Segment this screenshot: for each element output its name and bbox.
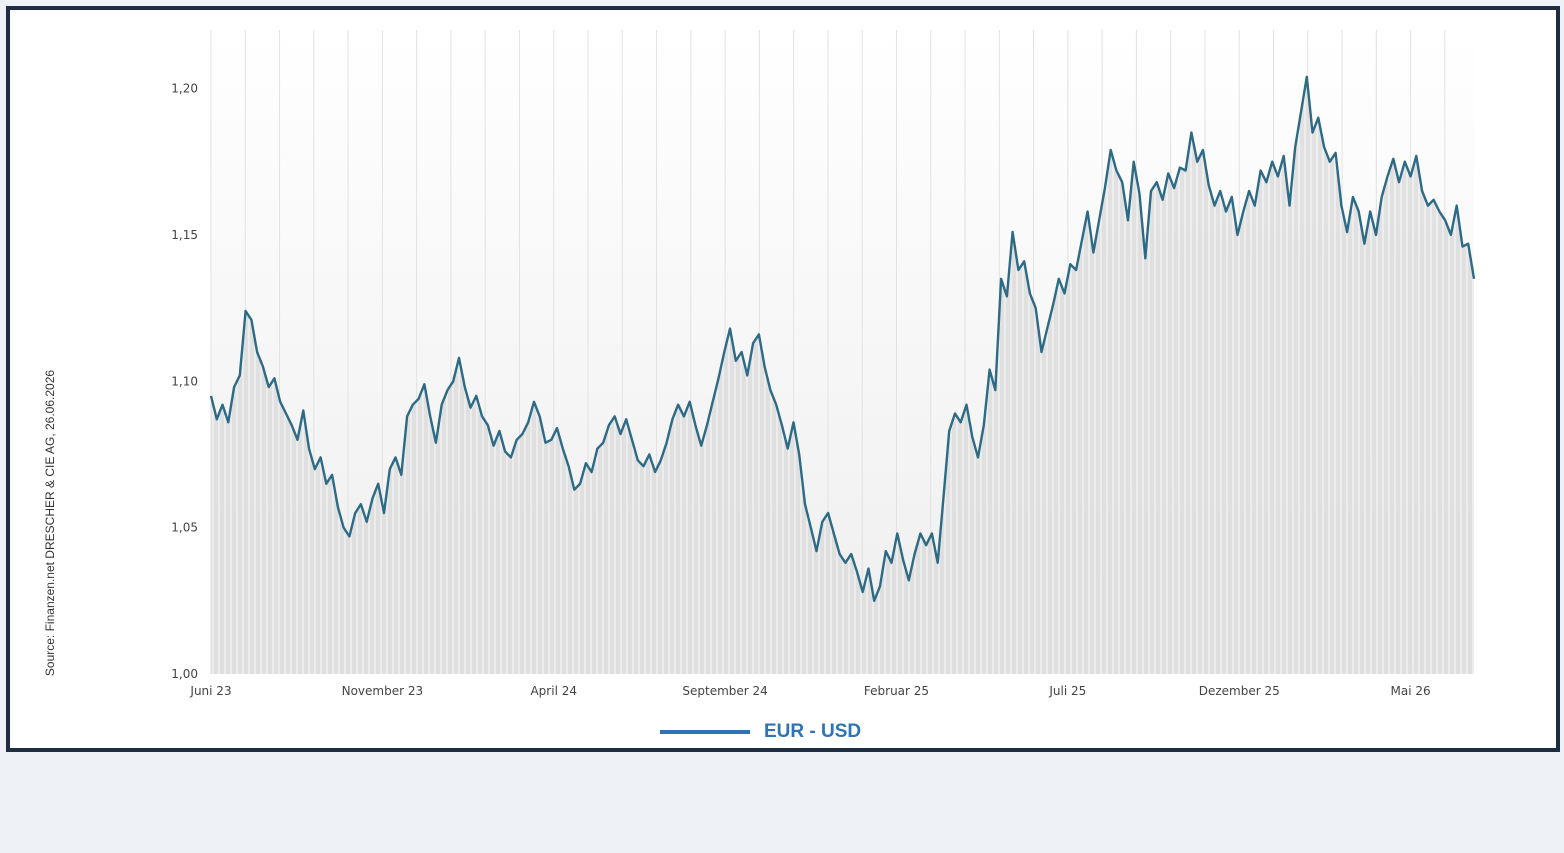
area-fill: [211, 76, 1474, 675]
x-tick-label: Februar 25: [864, 684, 929, 698]
y-tick-label: 1,15: [171, 228, 198, 242]
x-tick-label: Mai 26: [1391, 684, 1431, 698]
x-tick-label: Juni 23: [189, 684, 231, 698]
legend-label: EUR - USD: [764, 721, 862, 742]
series-line-eur-usd: [209, 75, 1476, 602]
x-tick-label: Dezember 25: [1199, 684, 1280, 698]
x-tick-label: April 24: [530, 684, 577, 698]
y-tick-label: 1,00: [171, 667, 198, 681]
x-tick-label: November 23: [342, 684, 424, 698]
chart-frame: Source: Finanzen.net DRESCHER & CIE AG, …: [6, 6, 1560, 752]
line-chart: 1,00 1,05 1,10 1,15 1,20 Juni 23 November 23 Ap…: [171, 30, 1476, 698]
legend: EUR - USD: [660, 721, 861, 743]
legend-line-swatch: [660, 730, 750, 734]
x-tick-label: September 24: [682, 684, 767, 698]
y-tick-label: 1,10: [171, 374, 198, 388]
x-tick-label: Juli 25: [1048, 684, 1086, 698]
y-tick-label: 1,05: [171, 521, 198, 535]
y-tick-label: 1,20: [171, 82, 198, 96]
